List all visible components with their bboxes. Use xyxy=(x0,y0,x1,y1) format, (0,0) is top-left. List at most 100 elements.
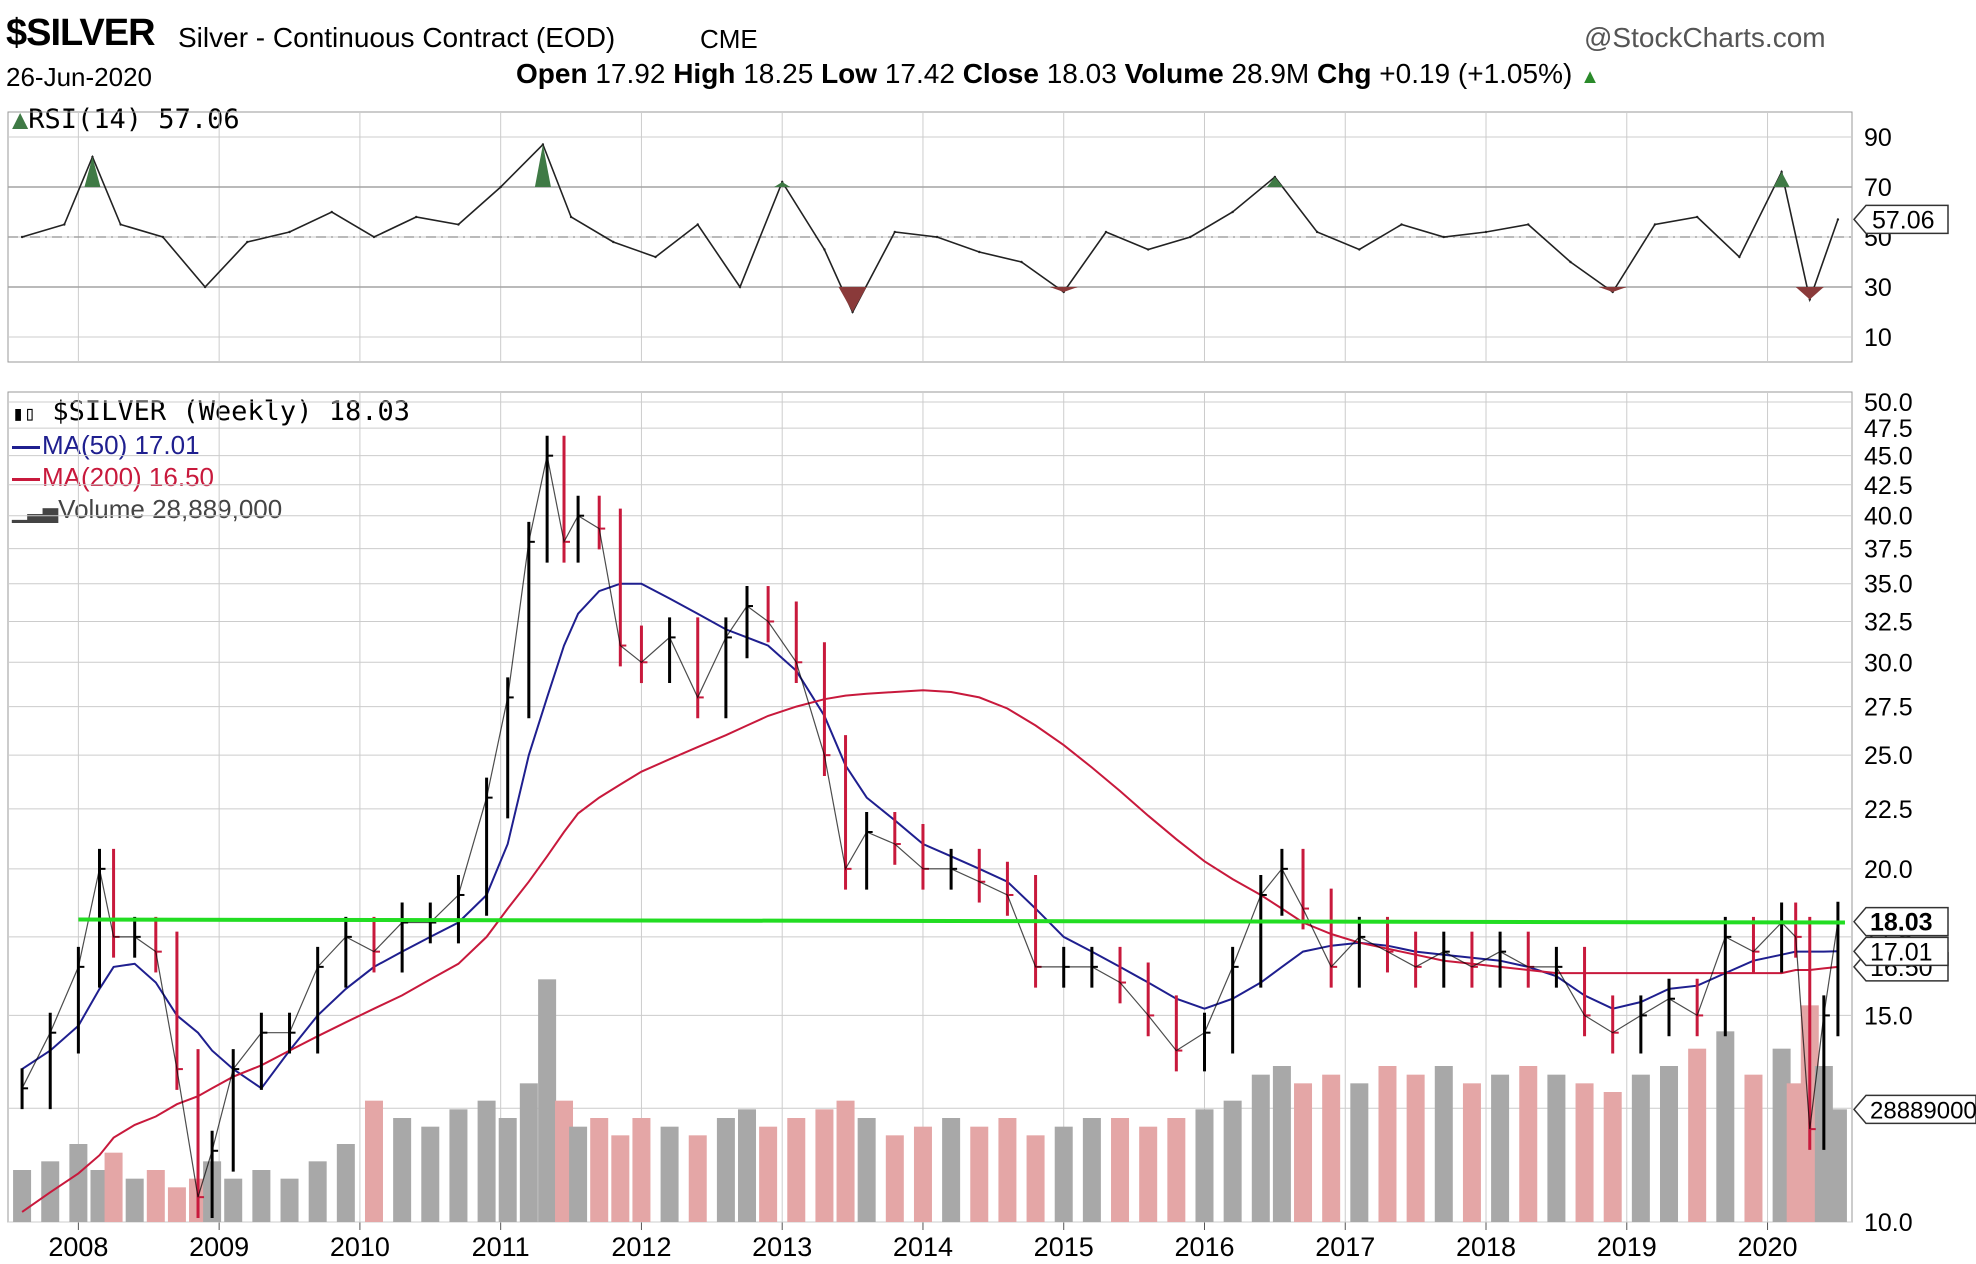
rsi-point xyxy=(1358,248,1361,251)
rsi-point xyxy=(823,248,826,251)
rsi-overbought-fill xyxy=(1266,177,1283,187)
volume-bar xyxy=(146,1170,165,1222)
volume-bar xyxy=(90,1170,109,1222)
price-tick-label: 22.5 xyxy=(1864,796,1913,824)
volume-bar xyxy=(836,1100,855,1222)
rsi-point xyxy=(203,285,207,289)
volume-bar xyxy=(1322,1074,1341,1222)
rsi-point xyxy=(1527,223,1530,226)
rsi-current-tag-text: 57.06 xyxy=(1872,206,1935,234)
price-tick-label: 20.0 xyxy=(1864,856,1913,884)
volume-bar xyxy=(13,1170,32,1222)
price-tick-label: 50.0 xyxy=(1864,389,1913,417)
quote-date: 26-Jun-2020 xyxy=(6,62,152,92)
volume-bar xyxy=(1716,1031,1735,1222)
rsi-point xyxy=(63,223,66,226)
volume-bar xyxy=(738,1109,757,1222)
volume-bar xyxy=(1167,1118,1186,1222)
volume-bar xyxy=(167,1187,186,1222)
rsi-oversold-fill xyxy=(1049,287,1078,292)
rsi-point xyxy=(20,235,24,239)
symbol-title: $SILVER xyxy=(6,12,156,54)
open-value: 17.92 xyxy=(595,58,666,89)
x-tick-label: 2011 xyxy=(472,1232,530,1262)
volume-bar xyxy=(1491,1074,1510,1222)
volume-legend: ▁▃▅Volume 28,889,000 xyxy=(12,494,283,524)
price-tick-label: 10.0 xyxy=(1864,1209,1913,1237)
volume-bar xyxy=(104,1152,123,1222)
x-tick-label: 2016 xyxy=(1174,1232,1234,1262)
volume-bar xyxy=(449,1109,468,1222)
volume-bar xyxy=(1294,1083,1313,1222)
chg-label: Chg xyxy=(1317,58,1372,89)
rsi-point xyxy=(1653,223,1657,226)
x-tick-label: 2014 xyxy=(893,1232,953,1262)
volume-bar xyxy=(1272,1066,1291,1222)
rsi-point xyxy=(1104,230,1108,234)
volume-bar xyxy=(364,1100,383,1222)
volume-bar xyxy=(1406,1074,1425,1222)
volume-bar xyxy=(1828,1109,1847,1222)
rsi-tick-label: 90 xyxy=(1864,124,1892,152)
close-value: 18.03 xyxy=(1046,58,1117,89)
volume-bar xyxy=(1139,1126,1158,1222)
volume-bar xyxy=(421,1126,440,1222)
rsi-overbought-fill xyxy=(1773,172,1790,187)
volume-bar xyxy=(393,1118,412,1222)
rsi-point xyxy=(569,215,573,219)
x-tick-label: 2018 xyxy=(1456,1232,1516,1262)
price-legend: ▮▯ $SILVER (Weekly) 18.03 xyxy=(12,396,410,427)
volume-bar xyxy=(1688,1048,1707,1222)
rsi-point xyxy=(738,285,742,289)
high-value: 18.25 xyxy=(743,58,814,89)
rsi-point xyxy=(1273,175,1277,179)
rsi-point xyxy=(1738,255,1741,259)
volume-bar xyxy=(1223,1100,1242,1222)
rsi-point xyxy=(1020,260,1023,264)
volume-bar xyxy=(787,1118,806,1222)
low-label: Low xyxy=(821,58,878,89)
volume-bar xyxy=(1519,1066,1538,1222)
rsi-point xyxy=(1484,230,1488,234)
volume-bar xyxy=(538,979,557,1222)
price-tick-label: 25.0 xyxy=(1864,742,1913,770)
price-close-path xyxy=(21,455,1839,1198)
ma50-swatch xyxy=(12,445,40,449)
ma200-swatch xyxy=(12,477,40,481)
rsi-point xyxy=(91,155,94,159)
rsi-oversold-fill xyxy=(1598,287,1627,292)
volume-bar xyxy=(125,1178,144,1222)
volume-bar xyxy=(815,1109,834,1222)
support-line xyxy=(78,917,1845,925)
rsi-overbought-fill xyxy=(534,144,551,187)
rsi-line xyxy=(21,143,1839,314)
volume-bar xyxy=(1744,1074,1763,1222)
contract-description: Silver - Continuous Contract (EOD) xyxy=(178,22,616,53)
volume-bar xyxy=(716,1118,735,1222)
ohlc-summary: Open 17.92 High 18.25 Low 17.42 Close 18… xyxy=(516,58,1600,90)
volume-bar xyxy=(970,1126,989,1222)
volume-bar xyxy=(885,1135,904,1222)
rsi-point xyxy=(696,223,699,226)
volume-bar xyxy=(1575,1083,1594,1222)
ma50-tag-text: 17.01 xyxy=(1870,938,1933,966)
low-value: 17.42 xyxy=(884,58,955,89)
chg-value: +0.19 (+1.05%) xyxy=(1379,58,1573,89)
volume-value: 28.9M xyxy=(1231,58,1310,89)
volume-bar xyxy=(224,1178,243,1222)
volume-bar xyxy=(280,1178,299,1222)
x-tick-label: 2012 xyxy=(611,1232,671,1262)
volume-bar xyxy=(1378,1066,1397,1222)
volume-bar xyxy=(1547,1074,1566,1222)
volume-bar xyxy=(1603,1092,1622,1222)
volume-bar xyxy=(1251,1074,1270,1222)
volume-bar xyxy=(1772,1048,1791,1222)
x-tick-label: 2015 xyxy=(1034,1232,1094,1262)
volume-bar xyxy=(308,1161,327,1222)
rsi-overbought-fill xyxy=(84,157,101,187)
volume-bar xyxy=(555,1100,574,1222)
price-tick-label: 15.0 xyxy=(1864,1002,1913,1030)
volume-bar xyxy=(569,1126,588,1222)
rsi-point xyxy=(612,240,615,244)
